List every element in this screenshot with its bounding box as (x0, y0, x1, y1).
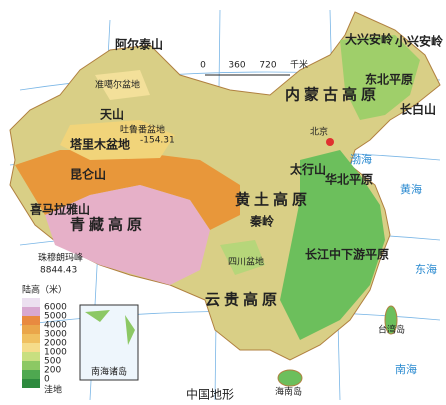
region-label: 青藏高原 (70, 216, 146, 234)
region-label: 华北平原 (325, 172, 373, 187)
legend-label: 0 (44, 375, 50, 385)
legend-swatch (22, 334, 40, 343)
map-title: 中国地形 (186, 387, 234, 402)
region-label: 塔里木盆地 (70, 137, 130, 152)
mountain-label: 昆仑山 (70, 167, 106, 182)
mountain-label: 长白山 (400, 102, 436, 117)
mountain-label: 秦岭 (249, 214, 274, 229)
junggar-basin (95, 70, 150, 100)
basin-label: 吐鲁番盆地 (120, 124, 165, 136)
region-label: 黄土高原 (235, 191, 311, 209)
tibetan-plateau (45, 185, 210, 285)
taiwan (384, 305, 398, 335)
legend-label: 6000 (44, 303, 67, 313)
legend-label: 1000 (44, 348, 67, 358)
region-label: 内蒙古高原 (285, 86, 380, 104)
tarim-basin (60, 120, 175, 160)
legend-label: 4000 (44, 321, 67, 331)
mountain-label: 天山 (100, 107, 124, 122)
legend-swatch (22, 325, 40, 334)
scale-tick: 720 (259, 61, 276, 71)
sea-label: 东海 (415, 262, 437, 276)
basin-elevation: -154.31 (140, 136, 175, 146)
scale-unit: 千米 (290, 59, 308, 71)
island-label: 台湾岛 (378, 324, 405, 336)
inset: 南海诸岛 (79, 304, 139, 381)
mountain-label: 小兴安岭 (395, 34, 443, 49)
peak-label: 珠穆朗玛峰 (38, 252, 83, 264)
sea-label: 南海 (395, 362, 417, 376)
region-label: 东北平原 (365, 72, 413, 87)
legend-swatch (22, 352, 40, 361)
region-label: 云贵高原 (205, 291, 281, 309)
legend-swatch (22, 379, 40, 388)
mountain-label: 喜马拉雅山 (30, 202, 90, 217)
island-label: 海南岛 (275, 386, 302, 398)
legend-swatch (22, 307, 40, 316)
scale-tick: 0 (200, 61, 206, 71)
legend-swatch (22, 361, 40, 370)
mountain-label: 太行山 (290, 162, 326, 177)
legend-swatch (22, 316, 40, 325)
legend-swatch (22, 343, 40, 352)
legend-label: 200 (44, 366, 61, 376)
sichuan-basin (220, 240, 265, 275)
inset-land (85, 310, 135, 345)
eastern-lowland (280, 150, 385, 340)
region-label: 准噶尔盆地 (95, 79, 140, 91)
legend: 陆高（米） 6000 5000 4000 3000 2000 1000 500 … (22, 284, 67, 396)
plateau-edge (15, 150, 240, 230)
city-label: 北京 (310, 126, 328, 138)
capital-marker (326, 138, 334, 146)
hainan (277, 369, 303, 387)
inset-title: 南海诸岛 (91, 366, 127, 378)
sea-label: 黄海 (400, 182, 422, 196)
legend-label: 2000 (44, 339, 67, 349)
legend-label: 500 (44, 357, 61, 367)
peak-elevation: 8844.43 (40, 266, 77, 276)
sea-label: 渤海 (350, 152, 372, 166)
legend-label: 洼地 (44, 384, 62, 396)
region-label: 长江中下游平原 (305, 247, 389, 262)
region-label: 四川盆地 (228, 256, 264, 268)
legend-swatch (22, 370, 40, 379)
northeast-region (340, 35, 420, 120)
legend-swatch (22, 298, 40, 307)
legend-label: 5000 (44, 312, 67, 322)
mountain-label: 阿尔泰山 (115, 37, 163, 52)
mountain-label: 大兴安岭 (345, 32, 393, 47)
legend-title: 陆高（米） (22, 284, 67, 296)
scale-bar: 0 360 720 千米 (200, 59, 308, 76)
scale-tick: 360 (228, 61, 245, 71)
legend-label: 3000 (44, 330, 67, 340)
